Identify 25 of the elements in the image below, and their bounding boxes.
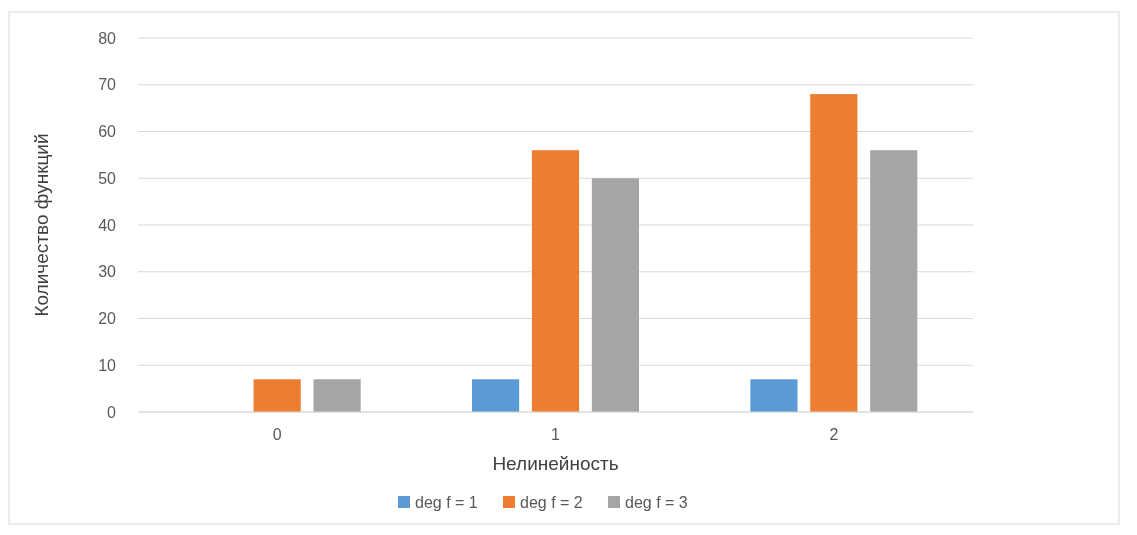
bar <box>591 178 639 412</box>
bar <box>313 379 361 412</box>
y-tick-label: 0 <box>107 403 117 421</box>
y-tick-label: 40 <box>98 216 117 234</box>
bar <box>531 150 580 412</box>
bar <box>253 379 301 412</box>
x-tick-label: 1 <box>551 426 561 443</box>
y-axis-title: Количество функций <box>31 133 52 317</box>
bar <box>472 379 520 412</box>
y-tick-label: 60 <box>98 123 117 141</box>
y-tick-label: 50 <box>98 169 117 187</box>
bar <box>750 379 798 412</box>
y-tick-label: 80 <box>98 29 117 47</box>
x-tick-label: 0 <box>272 426 282 443</box>
legend-label: deg f = 2 <box>520 493 583 511</box>
y-tick-label: 10 <box>98 356 117 374</box>
y-tick-label: 20 <box>98 310 117 328</box>
bar <box>810 94 858 412</box>
x-axis-title: Нелинейность <box>492 453 619 474</box>
y-tick-label: 30 <box>98 263 117 281</box>
legend-label: deg f = 3 <box>625 493 688 511</box>
legend-label: deg f = 1 <box>415 493 478 511</box>
y-tick-label: 70 <box>98 76 117 94</box>
bar <box>870 150 918 412</box>
x-tick-label: 2 <box>829 426 839 443</box>
